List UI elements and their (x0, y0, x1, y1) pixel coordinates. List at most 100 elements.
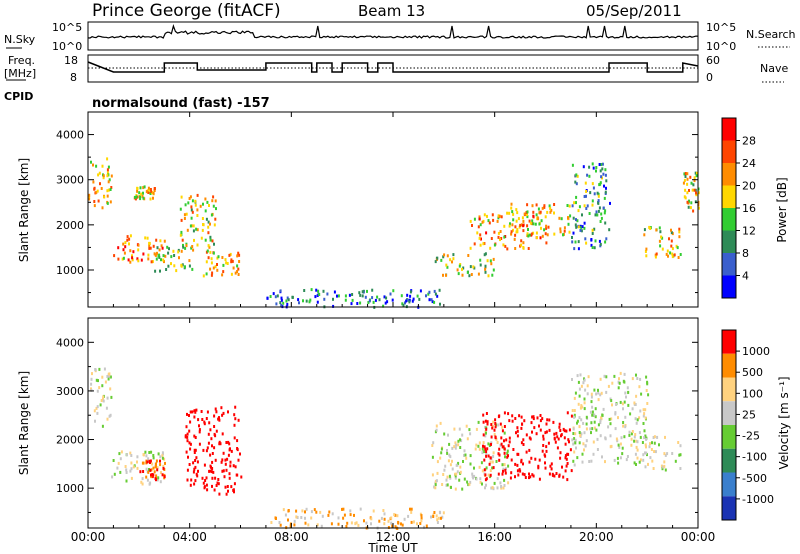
velocity-cell (585, 415, 588, 419)
nave-label: Nave (760, 62, 788, 75)
velocity-cell (225, 492, 228, 496)
power-cell (666, 249, 669, 253)
power-cell (206, 200, 209, 204)
power-cell (573, 201, 576, 205)
power-cell (181, 238, 184, 242)
velocity-cell (201, 476, 204, 480)
power-cell (671, 247, 674, 251)
velocity-cell (154, 465, 157, 469)
velocity-cell (393, 513, 396, 517)
velocity-cell (383, 522, 386, 526)
velocity-cell (149, 481, 152, 485)
power-cell (188, 264, 191, 268)
velocity-cell (184, 434, 187, 438)
velocity-cell (636, 418, 639, 422)
power-cell (601, 167, 604, 171)
velocity-cell (187, 455, 189, 459)
velocity-cell (215, 410, 218, 414)
power-cell (593, 192, 596, 196)
velocity-cell (435, 514, 438, 518)
velocity-cell (525, 450, 528, 454)
power-cell (585, 190, 588, 193)
velocity-cell (193, 467, 196, 471)
velocity-cell (542, 434, 545, 438)
power-cell (482, 242, 485, 246)
velocity-cell (486, 422, 489, 426)
power-cell (592, 166, 595, 170)
power-colorbar-label: Power [dB] (775, 177, 789, 242)
velocity-cell (562, 475, 565, 479)
velocity-cell (516, 429, 519, 433)
power-cell (535, 236, 538, 240)
power-cell (508, 224, 511, 228)
power-cell (586, 173, 589, 177)
velocity-cell (220, 460, 223, 464)
power-cell (228, 253, 231, 257)
power-cell (671, 252, 674, 256)
power-cell (121, 257, 124, 261)
power-cell (483, 213, 486, 217)
velocity-cell (382, 509, 385, 512)
velocity-cell (483, 450, 486, 454)
velocity-cell (545, 449, 548, 453)
velocity-cell (550, 462, 553, 466)
velocity-cell (488, 462, 491, 466)
power-cell (167, 264, 170, 268)
power-cell (148, 246, 151, 250)
power-cell (602, 172, 605, 176)
velocity-cell (282, 508, 285, 512)
power-cell (487, 274, 490, 278)
power-cell (102, 174, 105, 178)
power-cell (210, 273, 213, 277)
velocity-data-cells (90, 367, 682, 530)
velocity-cell (642, 414, 645, 418)
velocity-cell (532, 415, 535, 419)
velocity-cell (491, 426, 494, 430)
power-cell (272, 292, 275, 296)
velocity-cell (484, 486, 486, 490)
velocity-cell (130, 476, 133, 480)
velocity-cell (498, 414, 501, 418)
power-cell (512, 212, 515, 216)
velocity-cell (289, 524, 292, 528)
power-cell (553, 211, 555, 215)
velocity-cell (485, 427, 488, 431)
power-cell (280, 296, 283, 300)
power-cell (500, 215, 503, 219)
velocity-cell (321, 514, 324, 518)
velocity-cell (189, 483, 192, 487)
velocity-cell (310, 510, 313, 514)
power-cell (577, 209, 580, 213)
velocity-cell (485, 483, 487, 487)
velocity-cell (209, 453, 212, 457)
velocity-cell (479, 477, 482, 481)
power-cell (535, 231, 538, 235)
power-cell (572, 216, 575, 220)
velocity-cell (482, 444, 484, 448)
power-cell (129, 260, 132, 264)
velocity-cell (531, 415, 534, 419)
colorbar-tick-label: 16 (742, 202, 756, 215)
power-cell (149, 192, 152, 195)
colorbar-swatch (722, 425, 736, 449)
power-cell (165, 268, 168, 271)
velocity-cell (576, 419, 579, 423)
power-cell (592, 186, 595, 190)
velocity-cell (558, 474, 561, 478)
velocity-cell (614, 411, 617, 415)
power-cell (102, 176, 105, 180)
velocity-cell (129, 451, 132, 455)
power-cell (500, 237, 503, 240)
power-cell (191, 245, 194, 248)
power-cell (213, 223, 216, 227)
power-cell (181, 263, 184, 267)
power-cell (291, 295, 294, 299)
velocity-cell (118, 452, 121, 456)
power-cell (591, 203, 594, 207)
power-cell (93, 200, 96, 203)
power-cell (645, 254, 648, 258)
velocity-cell (507, 481, 510, 485)
power-cell (572, 231, 575, 235)
date-title: 05/Sep/2011 (586, 2, 682, 20)
velocity-cell (516, 434, 519, 438)
